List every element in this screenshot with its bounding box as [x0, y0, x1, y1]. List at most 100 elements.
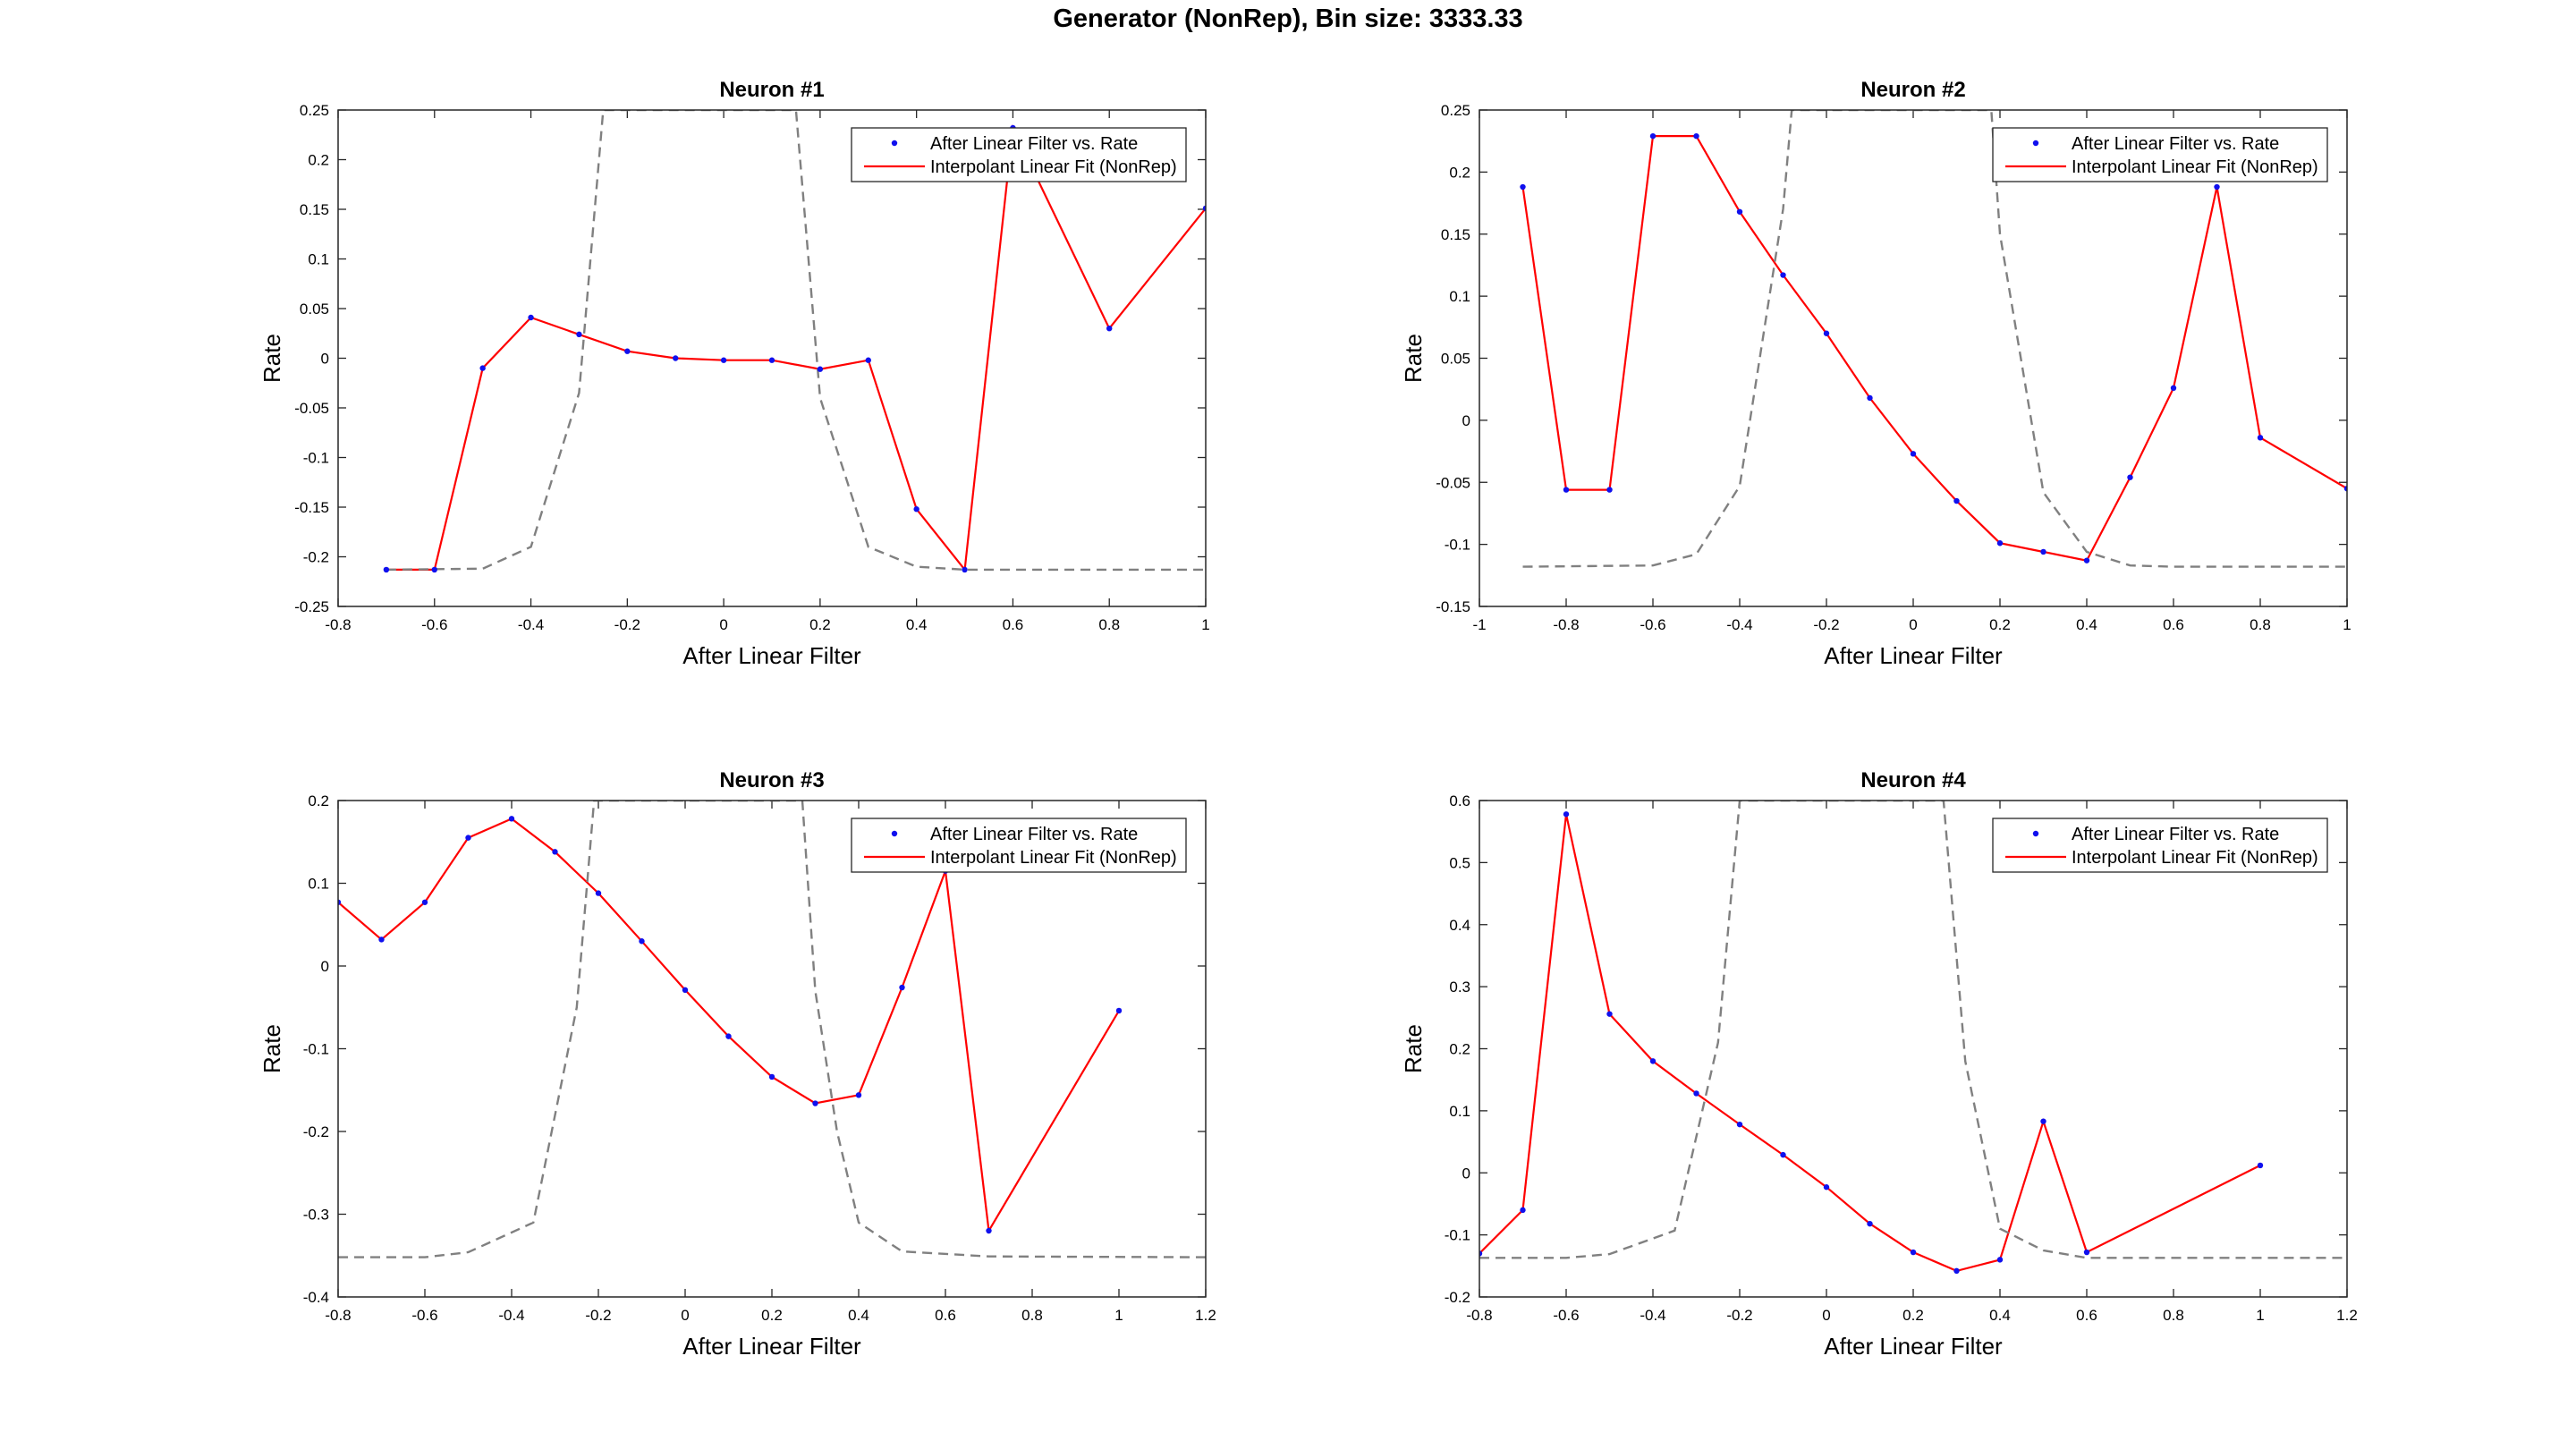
- data-point: [624, 348, 631, 354]
- x-tick-label: -0.8: [1553, 616, 1579, 633]
- data-point: [2170, 385, 2177, 391]
- x-tick-label: 0.8: [1098, 616, 1120, 633]
- x-tick-label: -0.2: [1726, 1307, 1752, 1324]
- data-point: [1202, 205, 1206, 212]
- x-tick-label: -0.4: [1726, 616, 1752, 633]
- subplot-grid: Neuron #1 -0.8 -0.6 -0.4 -0.2 0 0.2 0.4 0.6 0.8 1 -…: [258, 78, 2358, 1360]
- y-tick-label: -0.05: [1436, 474, 1470, 491]
- y-tick-label: -0.1: [303, 450, 329, 467]
- data-point: [1649, 132, 1657, 140]
- x-tick-label: 0.2: [1989, 616, 2011, 633]
- subplot-neuron-2: Neuron #2 -1 -0.8 -0.6 -0.4 -0.2 0 0.2 0.4 0.6 0.8…: [1400, 78, 2351, 669]
- x-tick-label: -0.6: [1640, 616, 1665, 633]
- data-point: [817, 366, 824, 372]
- y-tick-label: 0.15: [1441, 226, 1470, 243]
- plot-area: [1479, 801, 2347, 1297]
- x-tick-label: -0.8: [325, 616, 351, 633]
- legend-box: [1992, 818, 2328, 873]
- data-point: [2040, 548, 2046, 555]
- data-point: [1606, 487, 1613, 493]
- y-axis-label: Rate: [1400, 1024, 1427, 1073]
- x-tick-label: 1: [2343, 616, 2351, 633]
- y-tick-label: 0.2: [308, 152, 329, 169]
- x-tick-label: 0.4: [1989, 1307, 2011, 1324]
- legend-label-fit: Interpolant Linear Fit (NonRep): [930, 848, 1177, 868]
- data-point: [1736, 208, 1743, 215]
- x-axis-label: After Linear Filter: [1824, 1333, 2003, 1360]
- legend-label-fit: Interpolant Linear Fit (NonRep): [2072, 848, 2318, 868]
- subplot-neuron-1: Neuron #1 -0.8 -0.6 -0.4 -0.2 0 0.2 0.4 0.6 0.8 1 -…: [258, 78, 1210, 669]
- data-point: [1563, 811, 1570, 818]
- data-point: [899, 984, 905, 991]
- y-tick-label: -0.2: [303, 549, 329, 566]
- data-point: [431, 566, 437, 573]
- data-point: [1479, 1250, 1483, 1257]
- x-tick-label: -0.2: [614, 616, 640, 633]
- plot-content: [1479, 801, 2347, 1275]
- data-point: [2127, 474, 2133, 480]
- y-tick-label: 0.2: [308, 792, 329, 809]
- subplot-neuron-4: Neuron #4 -0.8 -0.6 -0.4 -0.2 0 0.2 0.4 0.6 0.8 1 1…: [1400, 768, 2358, 1360]
- y-tick-label: 0.25: [1441, 102, 1470, 119]
- data-point: [1693, 1090, 1699, 1097]
- x-tick-label: 1.2: [1195, 1307, 1216, 1324]
- data-point: [1780, 1151, 1786, 1158]
- data-point: [2083, 557, 2090, 564]
- data-point: [595, 890, 602, 896]
- figure-title: Generator (NonRep), Bin size: 3333.33: [1053, 4, 1522, 33]
- y-axis-label: Rate: [1400, 334, 1427, 383]
- subplot-title: Neuron #2: [1860, 78, 1965, 102]
- legend-label-fit: Interpolant Linear Fit (NonRep): [930, 157, 1177, 177]
- data-point: [768, 1073, 775, 1080]
- x-tick-label: 0.6: [935, 1307, 956, 1324]
- data-point: [855, 1092, 862, 1098]
- legend: After Linear Filter vs. Rate Interpolant …: [851, 818, 1187, 873]
- legend: After Linear Filter vs. Rate Interpolant …: [1992, 818, 2328, 873]
- data-point: [1780, 272, 1786, 278]
- y-tick-label: 0.25: [300, 102, 329, 119]
- x-tick-label: 1: [1201, 616, 1209, 633]
- x-tick-label: -0.6: [421, 616, 447, 633]
- x-tick-label: 0.6: [2076, 1307, 2097, 1324]
- x-tick-label: 1.2: [2336, 1307, 2358, 1324]
- y-tick-label: -0.15: [294, 499, 329, 516]
- distribution-curve: [1522, 110, 2347, 568]
- data-point: [552, 849, 558, 855]
- subplot-neuron-3: Neuron #3 -0.8 -0.6 -0.4 -0.2 0 0.2 0.4 0.6 0.8 1 1…: [258, 768, 1216, 1360]
- x-axis-label: After Linear Filter: [682, 1333, 861, 1360]
- distribution-curve: [338, 801, 1206, 1258]
- y-tick-label: -0.4: [303, 1289, 329, 1306]
- legend: After Linear Filter vs. Rate Interpolant …: [851, 127, 1187, 182]
- x-tick-label: 0.2: [1902, 1307, 1924, 1324]
- y-tick-label: -0.25: [294, 598, 329, 615]
- data-point: [2040, 1118, 2046, 1124]
- data-point: [1996, 1257, 2004, 1263]
- data-point: [720, 357, 727, 363]
- y-tick-label: 0.05: [1441, 351, 1470, 368]
- y-tick-label: -0.05: [294, 400, 329, 417]
- x-tick-label: -0.4: [1640, 1307, 1665, 1324]
- x-tick-label: -0.4: [518, 616, 544, 633]
- x-tick-label: -0.2: [1813, 616, 1839, 633]
- x-tick-label: 0.4: [848, 1307, 869, 1324]
- data-point: [2257, 435, 2264, 441]
- data-point: [1910, 451, 1917, 457]
- y-tick-label: 0.2: [1449, 164, 1470, 181]
- data-point: [986, 1227, 992, 1234]
- data-point: [1606, 1011, 1613, 1017]
- y-tick-label: -0.1: [303, 1041, 329, 1058]
- x-tick-label: 0: [1909, 616, 1917, 633]
- x-tick-label: -0.6: [411, 1307, 437, 1324]
- data-point: [1867, 1220, 1873, 1227]
- x-tick-label: 0: [1822, 1307, 1830, 1324]
- data-point: [1867, 394, 1873, 402]
- y-tick-label: 0: [1462, 412, 1470, 429]
- data-point: [383, 566, 390, 573]
- data-point: [1953, 497, 1960, 504]
- y-tick-label: -0.1: [1445, 1227, 1470, 1244]
- x-tick-label: 1: [2256, 1307, 2264, 1324]
- legend-marker-points: [891, 140, 898, 147]
- y-tick-label: 0.1: [308, 251, 329, 268]
- data-point: [913, 506, 919, 513]
